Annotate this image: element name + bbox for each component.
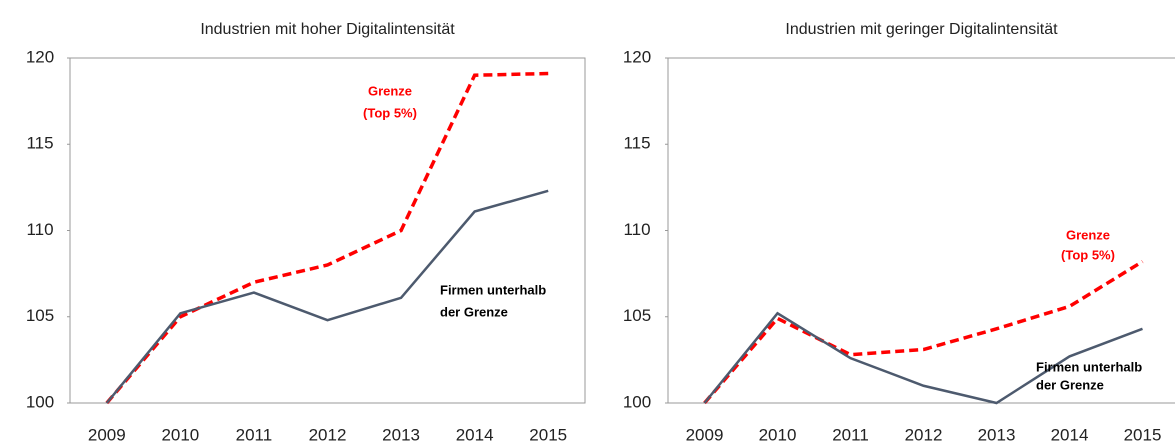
x-tick-label: 2009 [88,425,126,444]
line-series [105,189,549,404]
x-tick-label: 2009 [686,425,724,444]
y-tick-label: 100 [623,392,651,411]
y-tick-label: 110 [623,220,650,239]
annotation: (Top 5%) [1061,247,1115,262]
line-series [105,71,549,405]
x-tick-label: 2012 [309,425,347,444]
y-tick-label: 110 [26,220,53,239]
annotation: Firmen unterhalb [1036,359,1142,374]
annotation: (Top 5%) [363,105,417,120]
annotation: Firmen unterhalb [440,282,546,297]
y-tick-label: 120 [623,47,651,66]
line-series [703,260,1144,405]
x-tick-label: 2015 [1124,425,1162,444]
chart-title: Industrien mit geringer Digitalintensitä… [785,21,1058,38]
y-tick-label: 105 [623,306,651,325]
annotation: Grenze [1066,227,1110,242]
y-tick-label: 115 [623,134,650,153]
y-tick-label: 100 [26,392,54,411]
x-tick-label: 2013 [978,425,1016,444]
y-tick-label: 115 [26,134,53,153]
y-tick-label: 105 [26,306,54,325]
x-tick-label: 2014 [1051,425,1089,444]
x-tick-label: 2012 [905,425,943,444]
x-tick-label: 2013 [382,425,420,444]
annotation: Grenze [368,83,412,98]
x-tick-label: 2010 [759,425,797,444]
line-series [703,311,1143,405]
x-tick-label: 2011 [236,425,273,444]
annotation: der Grenze [1036,377,1104,392]
x-tick-label: 2014 [456,425,494,444]
chart-title: Industrien mit hoher Digitalintensität [200,21,455,38]
x-tick-label: 2011 [832,425,869,444]
x-tick-label: 2015 [529,425,567,444]
x-tick-label: 2010 [161,425,199,444]
plot-frame [69,57,586,404]
annotation: der Grenze [440,304,508,319]
y-tick-label: 120 [26,47,54,66]
